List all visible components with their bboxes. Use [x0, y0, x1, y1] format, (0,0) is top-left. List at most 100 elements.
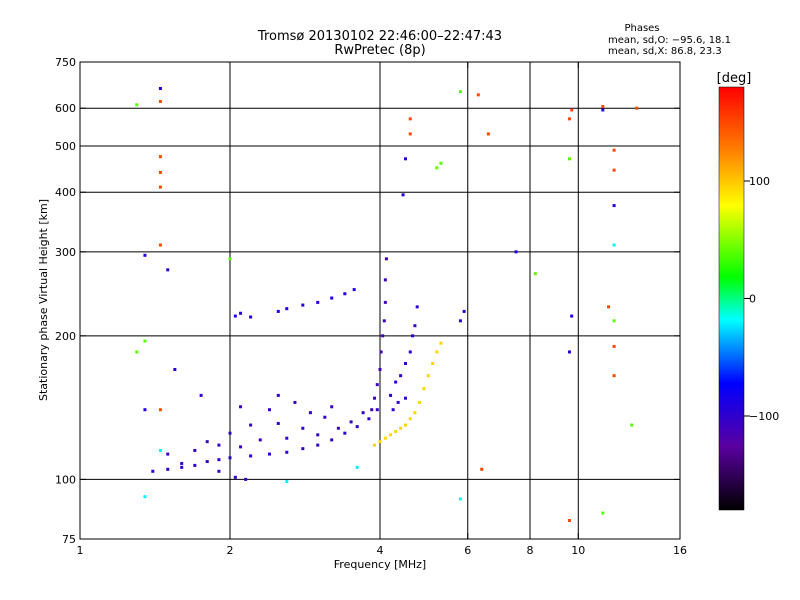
- data-point: [135, 103, 139, 107]
- data-point: [403, 157, 407, 161]
- data-point: [435, 350, 439, 354]
- data-point: [399, 374, 403, 378]
- x-tick-label: 1: [77, 544, 84, 557]
- colorbar-tick-label: 0: [749, 293, 756, 306]
- data-point: [316, 300, 320, 304]
- data-point: [408, 417, 412, 421]
- data-point: [601, 108, 605, 112]
- data-point: [389, 433, 393, 437]
- grid-lines: [80, 62, 680, 539]
- data-point: [193, 463, 197, 467]
- data-point: [135, 350, 139, 354]
- data-point: [382, 319, 386, 323]
- data-point: [570, 108, 574, 112]
- data-point: [244, 477, 248, 481]
- data-point: [486, 132, 490, 136]
- data-point: [239, 405, 243, 409]
- x-axis-label: Frequency [MHz]: [334, 558, 426, 571]
- data-point: [413, 411, 417, 415]
- data-point: [249, 315, 253, 319]
- x-tick-label: 10: [571, 544, 585, 557]
- data-point: [399, 426, 403, 430]
- data-point: [370, 408, 374, 412]
- y-tick-label: 300: [55, 246, 76, 259]
- data-point: [285, 479, 289, 483]
- data-point: [228, 456, 232, 460]
- data-point: [375, 408, 379, 412]
- data-point: [458, 90, 462, 94]
- data-point: [349, 420, 353, 424]
- data-point: [389, 393, 393, 397]
- data-point: [343, 292, 347, 296]
- data-point: [415, 305, 419, 309]
- x-tick-label: 4: [377, 544, 384, 557]
- data-point: [143, 495, 147, 499]
- y-tick-label: 100: [55, 473, 76, 486]
- data-point: [276, 393, 280, 397]
- data-point: [413, 324, 417, 328]
- data-point: [166, 467, 170, 471]
- data-point: [233, 475, 237, 479]
- data-point: [267, 408, 271, 412]
- data-point: [330, 296, 334, 300]
- x-tick-label: 6: [464, 544, 471, 557]
- data-point: [607, 305, 611, 309]
- data-point: [403, 361, 407, 365]
- data-point: [180, 465, 184, 469]
- data-point: [158, 448, 162, 452]
- data-point: [193, 448, 197, 452]
- data-point: [567, 117, 571, 121]
- data-point: [308, 411, 312, 415]
- data-point: [378, 440, 382, 444]
- data-point: [258, 438, 262, 442]
- data-point: [361, 411, 365, 415]
- data-point: [394, 430, 398, 434]
- data-point: [367, 417, 371, 421]
- data-point: [426, 374, 430, 378]
- data-point: [396, 400, 400, 404]
- data-point: [285, 450, 289, 454]
- data-point: [233, 314, 237, 318]
- data-point: [533, 272, 537, 276]
- data-point: [151, 469, 155, 473]
- data-point: [612, 243, 616, 247]
- data-point: [378, 367, 382, 371]
- data-point: [462, 309, 466, 313]
- data-point: [158, 86, 162, 90]
- data-point: [355, 465, 359, 469]
- data-point: [355, 425, 359, 429]
- data-point: [301, 303, 305, 307]
- data-point: [228, 431, 232, 435]
- data-point: [285, 307, 289, 311]
- data-point: [239, 311, 243, 315]
- x-tick-label: 16: [673, 544, 687, 557]
- data-point: [383, 436, 387, 440]
- data-point: [384, 257, 388, 261]
- data-point: [276, 309, 280, 313]
- data-point: [143, 408, 147, 412]
- colorbar-tick-label: 100: [749, 175, 770, 188]
- y-tick-label: 75: [62, 533, 76, 546]
- data-point: [601, 105, 605, 109]
- data-point: [239, 445, 243, 449]
- colorbar: [718, 86, 745, 511]
- data-point: [158, 185, 162, 189]
- chart-subtitle: RwPretec (8p): [334, 43, 425, 58]
- data-point: [383, 278, 387, 282]
- data-point: [381, 334, 385, 338]
- data-point: [422, 387, 426, 391]
- data-point: [439, 161, 443, 165]
- data-point: [394, 380, 398, 384]
- data-point: [431, 361, 435, 365]
- data-point: [612, 148, 616, 152]
- data-point: [458, 319, 462, 323]
- chart-title: Tromsø 20130102 22:46:00–22:47:43: [257, 29, 502, 44]
- data-point: [403, 423, 407, 427]
- data-point: [293, 400, 297, 404]
- stats-line-x: mean, sd,X: 86.8, 23.3: [608, 46, 722, 57]
- data-point: [439, 341, 443, 345]
- data-point: [249, 454, 253, 458]
- data-point: [612, 204, 616, 208]
- data-point: [570, 314, 574, 318]
- data-point: [316, 433, 320, 437]
